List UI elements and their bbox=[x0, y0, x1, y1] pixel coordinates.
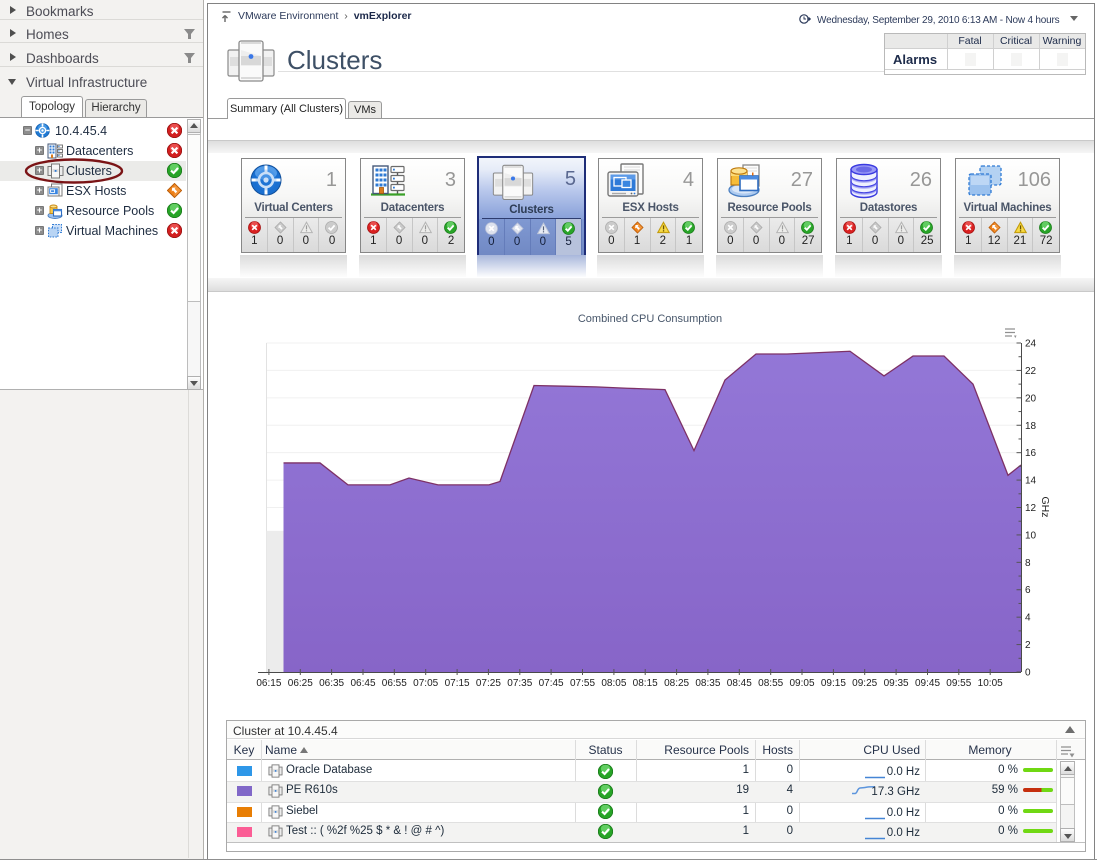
svg-text:09:15: 09:15 bbox=[821, 678, 846, 689]
svg-text:08:35: 08:35 bbox=[695, 678, 720, 689]
svg-text:09:25: 09:25 bbox=[852, 678, 877, 689]
svg-text:09:45: 09:45 bbox=[915, 678, 940, 689]
svg-text:07:05: 07:05 bbox=[413, 678, 438, 689]
svg-text:06:55: 06:55 bbox=[382, 678, 407, 689]
svg-text:24: 24 bbox=[1025, 339, 1037, 350]
svg-text:07:35: 07:35 bbox=[507, 678, 532, 689]
svg-text:09:35: 09:35 bbox=[884, 678, 909, 689]
svg-text:09:05: 09:05 bbox=[789, 678, 814, 689]
svg-text:14: 14 bbox=[1025, 476, 1037, 487]
svg-text:06:45: 06:45 bbox=[350, 678, 375, 689]
svg-text:06:15: 06:15 bbox=[256, 678, 281, 689]
svg-text:06:25: 06:25 bbox=[288, 678, 313, 689]
svg-text:22: 22 bbox=[1025, 366, 1037, 377]
svg-text:08:25: 08:25 bbox=[664, 678, 689, 689]
svg-text:8: 8 bbox=[1025, 558, 1031, 569]
svg-text:10: 10 bbox=[1025, 530, 1037, 541]
svg-text:07:45: 07:45 bbox=[539, 678, 564, 689]
svg-text:12: 12 bbox=[1025, 503, 1037, 514]
svg-text:0: 0 bbox=[1025, 668, 1031, 679]
svg-text:10:05: 10:05 bbox=[978, 678, 1003, 689]
svg-text:18: 18 bbox=[1025, 421, 1037, 432]
svg-text:09:55: 09:55 bbox=[946, 678, 971, 689]
svg-text:GHz: GHz bbox=[1039, 497, 1051, 518]
svg-text:08:55: 08:55 bbox=[758, 678, 783, 689]
svg-text:6: 6 bbox=[1025, 585, 1031, 596]
svg-text:07:15: 07:15 bbox=[445, 678, 470, 689]
svg-text:4: 4 bbox=[1025, 613, 1031, 624]
svg-text:07:25: 07:25 bbox=[476, 678, 501, 689]
svg-text:16: 16 bbox=[1025, 448, 1037, 459]
svg-text:08:05: 08:05 bbox=[601, 678, 626, 689]
svg-text:Combined CPU Consumption: Combined CPU Consumption bbox=[578, 313, 722, 325]
svg-text:2: 2 bbox=[1025, 640, 1031, 651]
svg-text:08:15: 08:15 bbox=[633, 678, 658, 689]
svg-text:20: 20 bbox=[1025, 393, 1037, 404]
svg-text:08:45: 08:45 bbox=[727, 678, 752, 689]
svg-text:07:55: 07:55 bbox=[570, 678, 595, 689]
svg-text:06:35: 06:35 bbox=[319, 678, 344, 689]
